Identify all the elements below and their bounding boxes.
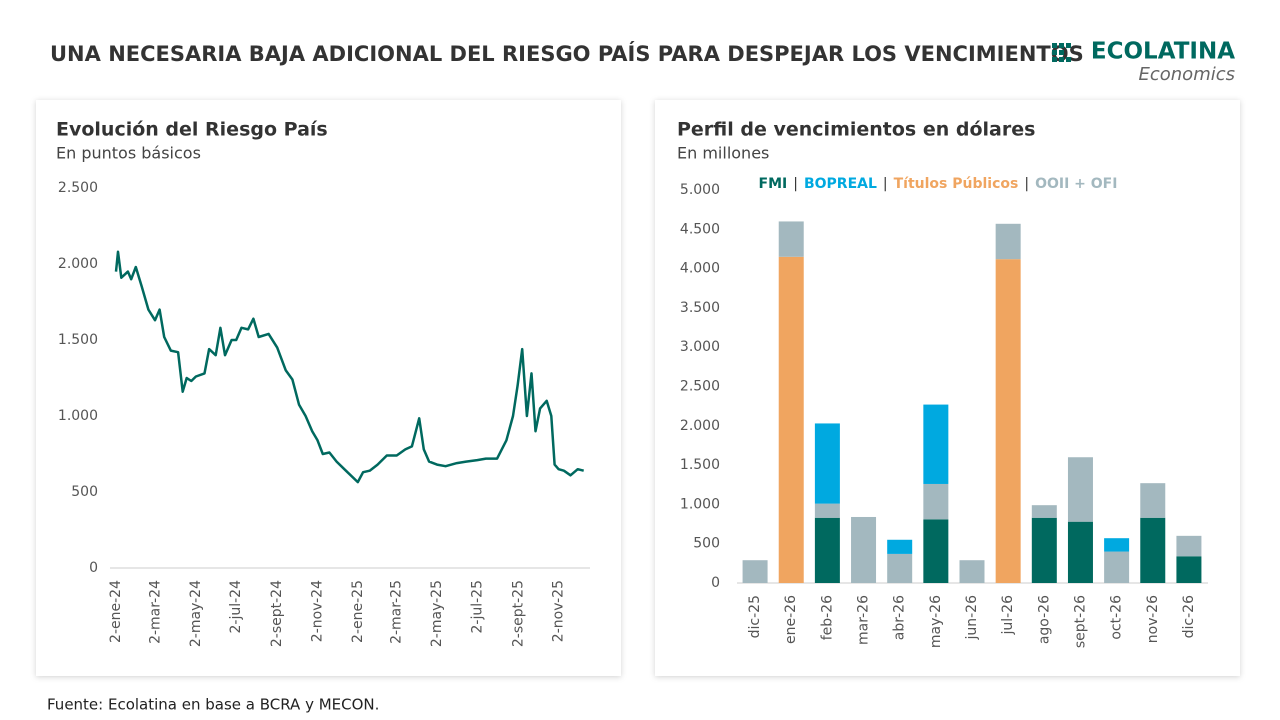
x-tick-label: 2-nov-24 <box>309 580 325 642</box>
logo-subtitle: Economics <box>1138 64 1235 85</box>
legend-separator: | <box>793 176 798 192</box>
x-tick-label: dic-26 <box>1181 595 1197 638</box>
legend-entry: FMI <box>759 176 788 192</box>
y-tick-label: 4.500 <box>680 221 720 237</box>
x-tick-label: ago-26 <box>1036 595 1052 644</box>
x-tick-label: jun-26 <box>964 595 980 641</box>
bar-segment <box>814 517 840 583</box>
bar-segment <box>1031 505 1057 518</box>
x-tick-label: 2-jul-25 <box>469 580 485 633</box>
bar-segment <box>887 553 913 583</box>
x-tick-label: nov-26 <box>1145 595 1161 643</box>
line <box>114 250 585 484</box>
y-tick-label: 500 <box>71 484 98 500</box>
bar-segment <box>923 519 949 583</box>
y-tick-label: 1.000 <box>58 408 98 424</box>
bar-segment <box>1104 551 1130 583</box>
bar-segment <box>1031 517 1057 583</box>
bar-segment <box>887 539 913 554</box>
bar-segment <box>778 221 804 257</box>
x-tick-label: 2-mar-24 <box>148 580 164 644</box>
footer: Fuente: Ecolatina en base a BCRA y MECON… <box>47 696 379 714</box>
x-tick-label: may-26 <box>928 595 944 648</box>
x-tick-label: oct-26 <box>1109 595 1125 640</box>
y-tick-label: 1.500 <box>58 332 98 348</box>
chart-title: Perfil de vencimientos en dólares <box>677 119 1035 141</box>
chart-title: Evolución del Riesgo País <box>56 119 328 141</box>
y-tick-label: 2.000 <box>58 256 98 272</box>
y-tick-label: 5.000 <box>680 182 720 198</box>
logo: ECOLATINA <box>1091 39 1235 65</box>
x-tick-label: feb-26 <box>819 595 835 640</box>
x-tick-label: 2-nov-25 <box>551 580 567 642</box>
bar-segment <box>1176 556 1202 583</box>
y-tick-label: 0 <box>89 560 98 576</box>
x-tick-label: 2-may-24 <box>188 580 204 647</box>
y-tick-label: 2.500 <box>680 379 720 395</box>
y-tick-label: 2.000 <box>680 418 720 434</box>
bar-segment <box>923 483 949 520</box>
chart-subtitle: En puntos básicos <box>56 144 201 163</box>
bar-segment <box>1140 483 1166 518</box>
legend-separator: | <box>883 176 888 192</box>
bar-segment <box>995 259 1021 583</box>
bar-segment <box>959 560 985 583</box>
logo-icon <box>1052 43 1071 62</box>
page-title: UNA NECESARIA BAJA ADICIONAL DEL RIESGO … <box>50 41 1084 66</box>
x-tick-label: 2-sept-24 <box>269 580 285 647</box>
y-tick-label: 1.000 <box>680 496 720 512</box>
y-tick-label: 3.000 <box>680 339 720 355</box>
bar-segment <box>995 223 1021 260</box>
x-tick-label: dic-25 <box>747 595 763 638</box>
bar-segment <box>923 404 949 484</box>
x-tick-label: 2-ene-25 <box>350 580 366 643</box>
x-tick-label: sept-26 <box>1072 595 1088 648</box>
x-tick-label: 2-sept-25 <box>510 580 526 647</box>
bar-segment <box>814 423 840 504</box>
legend-entry: Títulos Públicos <box>894 176 1019 192</box>
chart-subtitle: En millones <box>677 144 769 163</box>
x-tick-label: 2-ene-24 <box>108 580 124 643</box>
x-tick-label: abr-26 <box>892 595 908 640</box>
y-tick-label: 0 <box>711 575 720 591</box>
bar-segment <box>1176 535 1202 557</box>
x-tick-label: 2-may-25 <box>429 580 445 647</box>
legend-entry: BOPREAL <box>804 176 877 192</box>
y-tick-label: 500 <box>693 536 720 552</box>
bar-segment <box>814 503 840 518</box>
x-tick-label: mar-26 <box>856 595 872 645</box>
card <box>36 100 621 676</box>
y-tick-label: 3.500 <box>680 300 720 316</box>
y-tick-label: 1.500 <box>680 457 720 473</box>
x-tick-label: 2-mar-25 <box>389 580 405 644</box>
y-tick-label: 2.500 <box>58 180 98 196</box>
x-tick-label: jul-26 <box>1000 595 1016 636</box>
bar-segment <box>742 560 768 583</box>
bar-segment <box>778 256 804 583</box>
legend-separator: | <box>1024 176 1029 192</box>
legend-entry: OOII + OFI <box>1035 176 1117 192</box>
x-tick-label: 2-jul-24 <box>228 580 244 634</box>
bar-segment <box>1067 457 1093 522</box>
x-tick-label: ene-26 <box>783 595 799 644</box>
bar-segment <box>1067 521 1093 583</box>
bar-segment <box>851 516 877 583</box>
bar-segment <box>1140 517 1166 583</box>
y-tick-label: 4.000 <box>680 261 720 277</box>
bar-segment <box>1104 538 1130 552</box>
